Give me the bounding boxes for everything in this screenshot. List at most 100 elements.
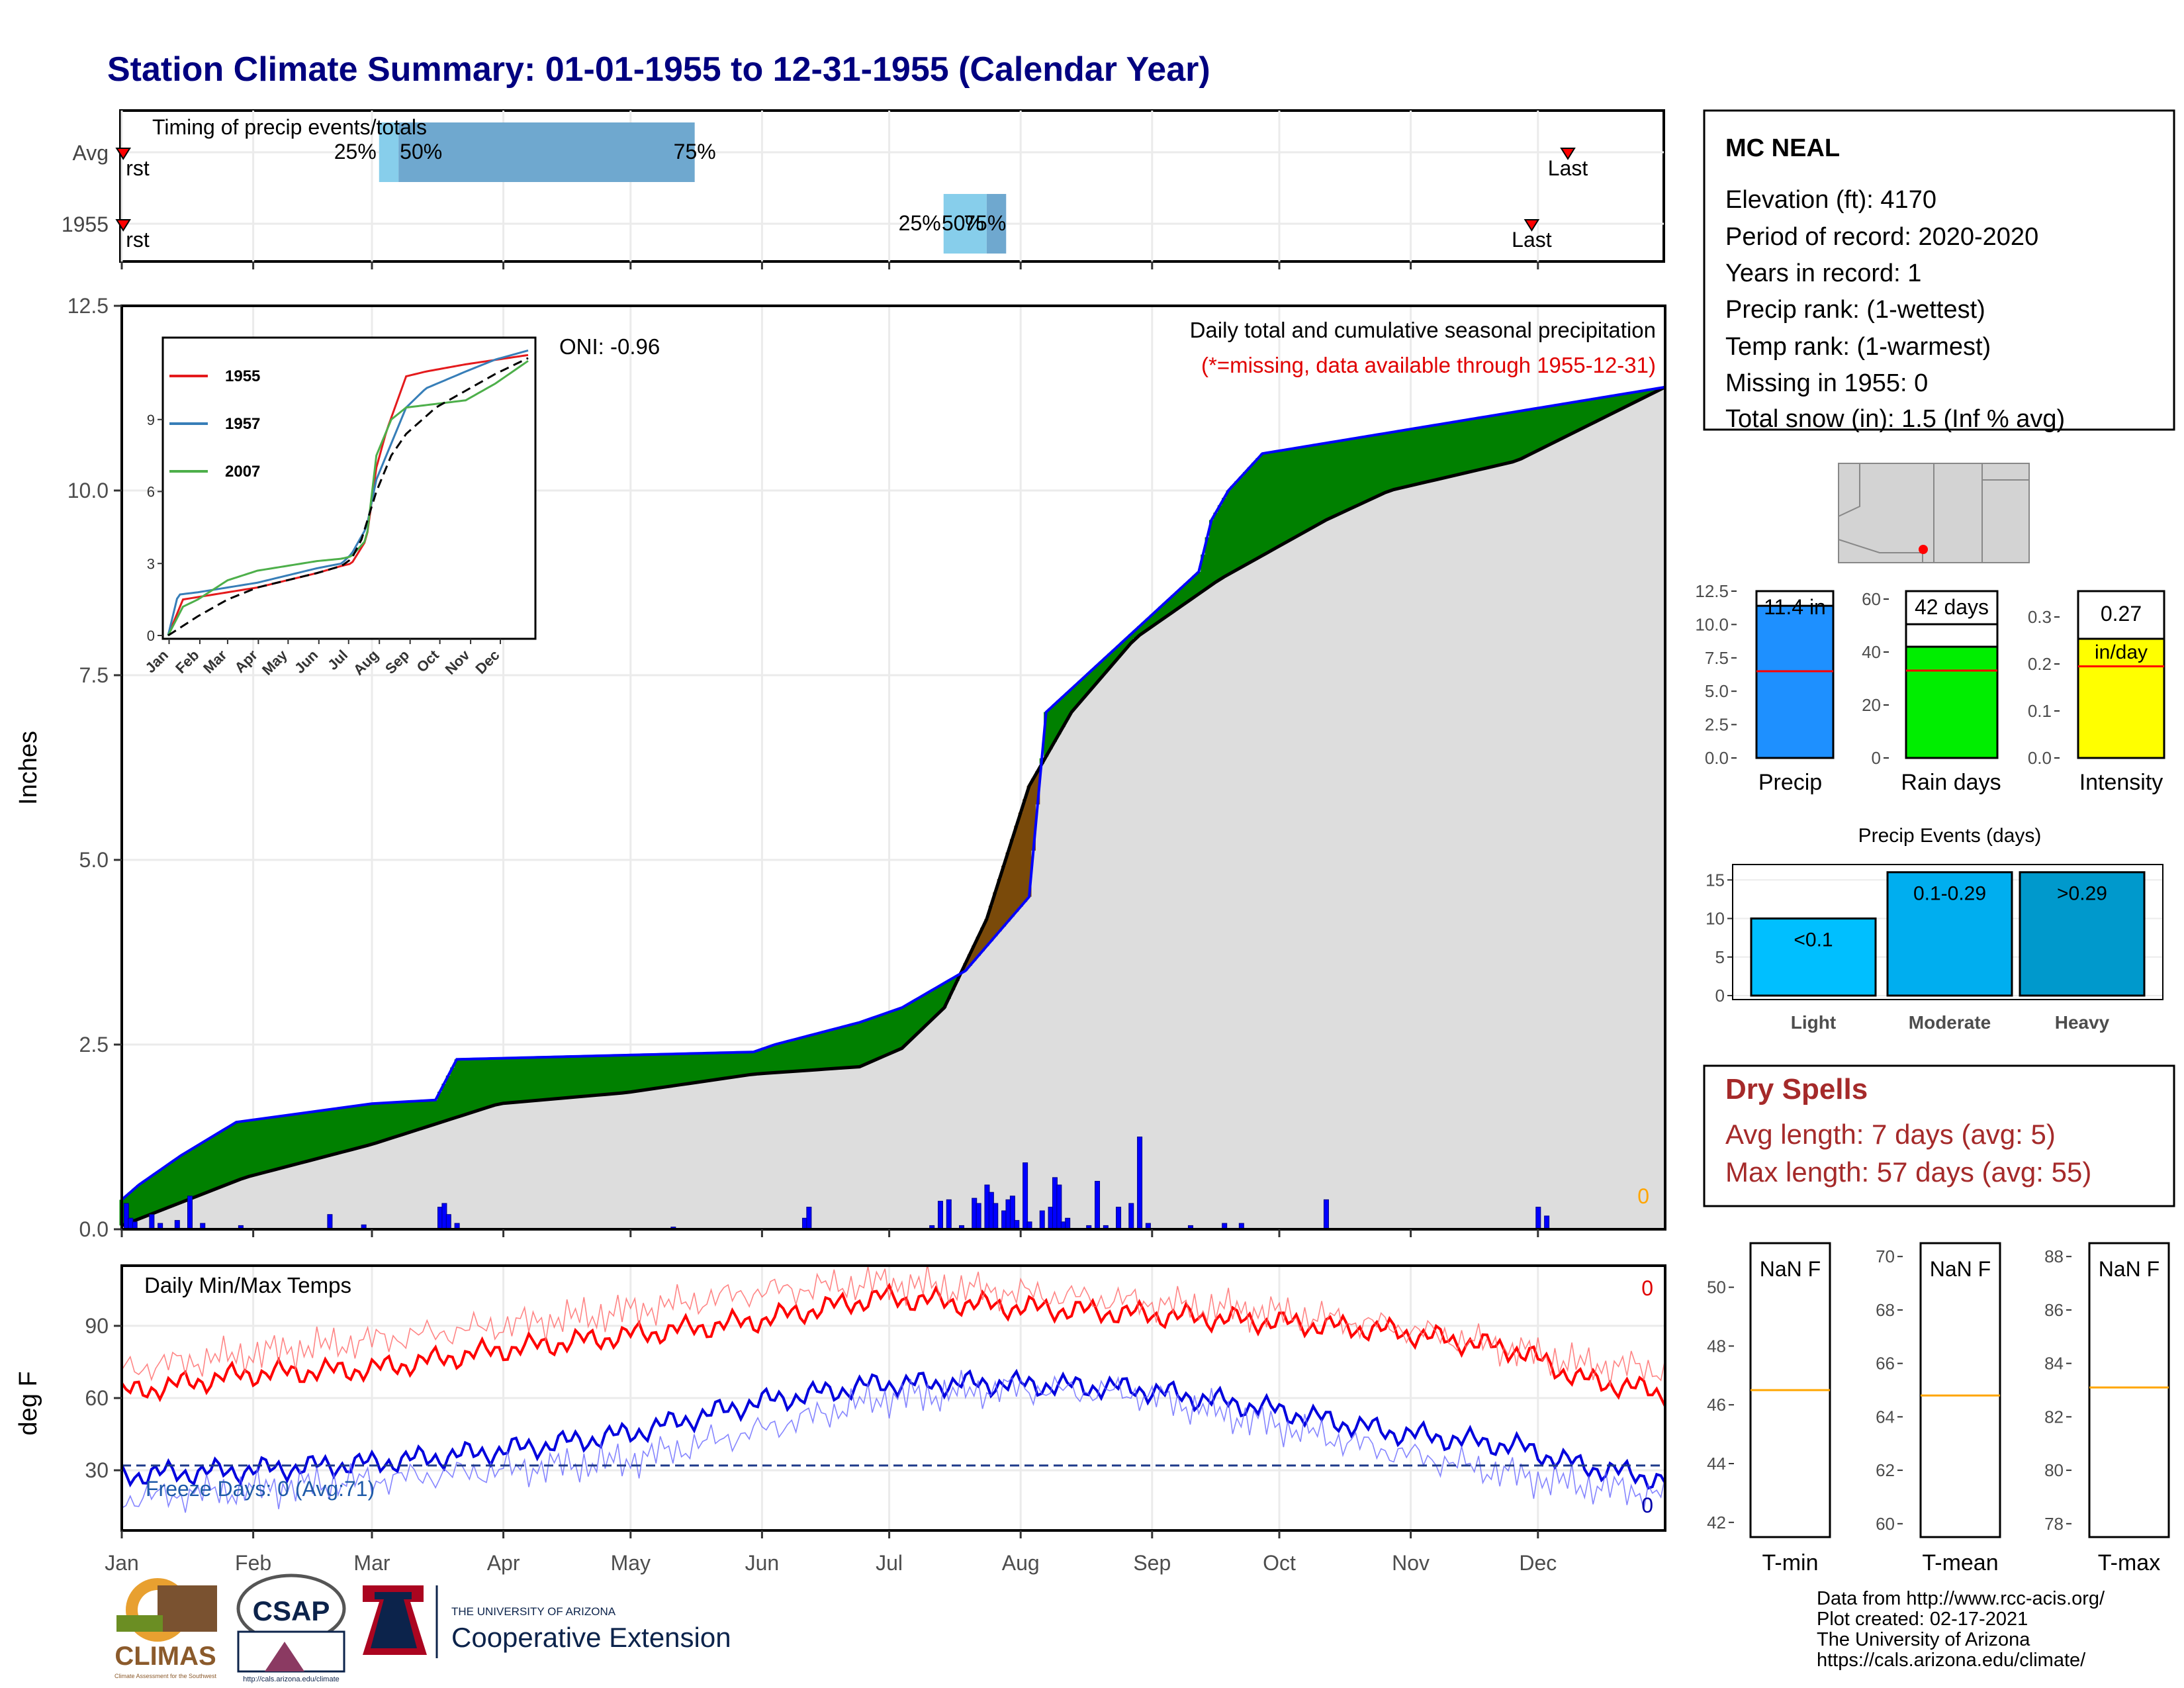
last-event-label: Last xyxy=(1548,156,1588,180)
ua-big-text: Cooperative Extension xyxy=(451,1622,731,1653)
temp-box-y-tick-label: 68 xyxy=(1876,1300,1895,1320)
timing-label: Timing of precip events/totals xyxy=(152,115,427,139)
station-info-box: MC NEAL Elevation (ft): 4170 Period of r… xyxy=(1703,109,2175,433)
timing-row-label-year: 1955 xyxy=(62,212,109,236)
y-tick-label: 10.0 xyxy=(68,479,109,502)
daily-precip-bar xyxy=(806,1207,812,1230)
summary-y-tick-label: 20 xyxy=(1862,695,1881,715)
station-line: Temp rank: (1-warmest) xyxy=(1725,333,1991,361)
timing-bar-25-50 xyxy=(379,122,399,182)
precip-missing-count: 0 xyxy=(1637,1184,1649,1208)
temp-missing-bottom: 0 xyxy=(1641,1493,1653,1517)
temp-box-y-tick-label: 62 xyxy=(1876,1460,1895,1480)
summary-y-tick-label: 5.0 xyxy=(1705,681,1729,701)
temp-series-line xyxy=(120,1282,1666,1407)
station-line: Total snow (in): 1.5 (Inf % avg) xyxy=(1725,405,2065,433)
inset-legend-label: 1957 xyxy=(225,415,260,433)
month-tick-label: Jul xyxy=(876,1551,903,1575)
climas-logo-text: CLIMAS xyxy=(114,1642,216,1671)
temp-box-y-tick-label: 82 xyxy=(2044,1407,2064,1427)
y-tick-label: 0.0 xyxy=(79,1217,109,1241)
temp-box-y-tick-label: 70 xyxy=(1876,1246,1895,1266)
inset-y-tick-label: 9 xyxy=(147,412,155,428)
summary-bar-label-box xyxy=(2077,590,2165,640)
daily-precip-bar xyxy=(1128,1203,1134,1230)
university-logo: THE UNIVERSITY OF ARIZONA Cooperative Ex… xyxy=(363,1585,731,1658)
page-title: Station Climate Summary: 01-01-1955 to 1… xyxy=(107,50,1210,89)
precip-event-bar xyxy=(2019,871,2146,997)
events-y-tick-label: 5 xyxy=(1715,947,1725,967)
month-tick-label: Jun xyxy=(745,1551,780,1575)
precip-event-bar-label: 0.1-0.29 xyxy=(1913,883,1986,905)
intensity-bar-unit: in/day xyxy=(2095,641,2148,663)
precip-ylabel: Inches xyxy=(15,731,42,805)
footer-line: The University of Arizona xyxy=(1817,1629,2030,1650)
station-name: MC NEAL xyxy=(1725,134,1840,162)
inset-series-line xyxy=(167,359,529,636)
oni-value: ONI: -0.96 xyxy=(559,334,660,359)
inset-legend-label: 2007 xyxy=(225,463,260,481)
precip-event-bar xyxy=(1750,917,1877,997)
y-tick-label: 12.5 xyxy=(68,294,109,318)
raindays-bar-value: 42 days xyxy=(1915,595,1989,619)
temp-box-y-tick-label: 60 xyxy=(1876,1514,1895,1534)
temp-box-frame xyxy=(2088,1242,2170,1538)
month-tick-label: Jan xyxy=(105,1551,139,1575)
dry-spells-box: Dry Spells Avg length: 7 days (avg: 5) M… xyxy=(1703,1064,2175,1207)
dry-spells-title: Dry Spells xyxy=(1725,1073,1868,1105)
inset-series-line xyxy=(167,353,529,636)
daily-precip-bar xyxy=(445,1214,451,1230)
temp-box-value: NaN F xyxy=(2099,1257,2160,1281)
summary-y-tick-label: 0.2 xyxy=(2028,654,2052,674)
month-tick-label: May xyxy=(611,1551,651,1575)
precip-bar-value: 11.4 in xyxy=(1764,595,1826,619)
daily-precip-bar xyxy=(187,1196,193,1230)
temp-missing-top: 0 xyxy=(1641,1276,1653,1300)
temp-box-value: NaN F xyxy=(1760,1257,1821,1281)
precip-event-bar-label: >0.29 xyxy=(2057,883,2107,905)
timing-25-label: 25% xyxy=(899,211,941,235)
temp-box-value: NaN F xyxy=(1930,1257,1991,1281)
inset-legend-label: 1955 xyxy=(225,367,260,385)
daily-precip-bar xyxy=(1323,1199,1329,1230)
precip-event-bar xyxy=(1886,871,2013,997)
first-event-marker xyxy=(115,219,132,232)
temp-box-y-tick-label: 42 xyxy=(1707,1513,1726,1532)
timing-row-label-avg: Avg xyxy=(72,141,109,165)
y-tick-label: 60 xyxy=(85,1386,109,1410)
month-tick-label: Mar xyxy=(353,1551,390,1575)
month-tick-label: Apr xyxy=(487,1551,520,1575)
summary-y-tick-label: 12.5 xyxy=(1695,581,1729,601)
station-line: Elevation (ft): 4170 xyxy=(1725,186,1936,214)
precip-event-category: Heavy xyxy=(2055,1012,2110,1033)
timing-bar-50-75 xyxy=(398,122,695,182)
y-tick-label: 5.0 xyxy=(79,848,109,872)
first-event-marker xyxy=(115,148,132,160)
summary-bar xyxy=(1905,645,1999,759)
temp-box-y-tick-label: 78 xyxy=(2044,1514,2064,1534)
last-event-marker xyxy=(1524,219,1540,232)
csap-logo: CSAP http://cals.arizona.edu/climate xyxy=(236,1573,346,1683)
y-tick-label: 30 xyxy=(85,1458,109,1482)
last-event-marker xyxy=(1560,148,1576,160)
month-tick-label: Feb xyxy=(235,1551,271,1575)
freeze-days-label: Freeze Days: 0 (Avg:71) xyxy=(146,1477,375,1501)
daily-precip-bar xyxy=(993,1203,999,1230)
daily-precip-bar xyxy=(976,1203,981,1230)
temp-box-y-tick-label: 88 xyxy=(2044,1246,2064,1266)
timing-75-label: 75% xyxy=(674,140,716,164)
temp-series-line xyxy=(120,1368,1666,1490)
daily-precip-bar xyxy=(327,1214,333,1230)
precip-event-category: Moderate xyxy=(1909,1012,1991,1033)
dry-spells-max: Max length: 57 days (avg: 55) xyxy=(1725,1156,2091,1188)
summary-y-tick-label: 2.5 xyxy=(1705,715,1729,735)
raindays-bar-label: Rain days xyxy=(1901,770,2001,795)
temp-box-y-tick-label: 48 xyxy=(1707,1336,1726,1356)
summary-bar-label-box xyxy=(1905,590,1999,626)
inset-series-line xyxy=(167,357,529,637)
temp-box-frame xyxy=(1919,1242,2001,1538)
csap-logo-text: CSAP xyxy=(253,1595,330,1626)
summary-y-tick-label: 0.1 xyxy=(2028,701,2052,721)
